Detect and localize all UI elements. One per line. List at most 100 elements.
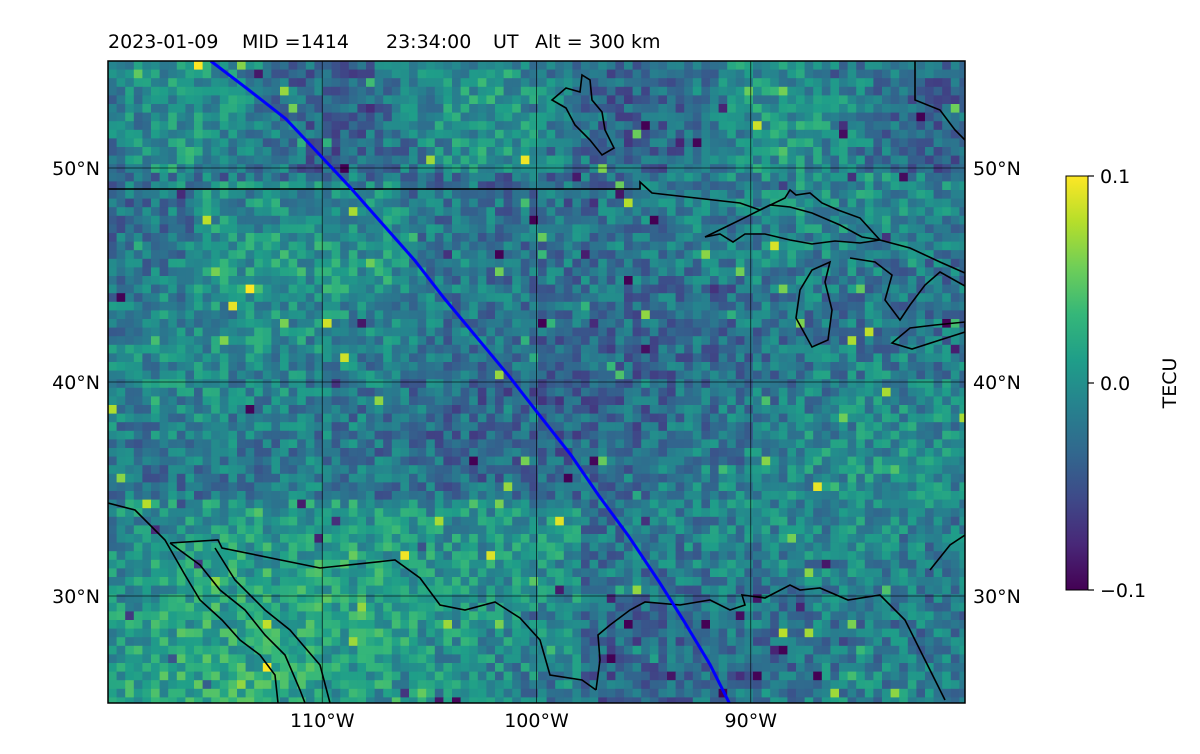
heatmap-cell: [185, 61, 195, 71]
heatmap-cell: [151, 207, 161, 217]
heatmap-cell: [959, 387, 965, 397]
heatmap-cell: [348, 327, 358, 337]
heatmap-cell: [882, 344, 892, 354]
heatmap-cell: [813, 396, 823, 406]
heatmap-cell: [176, 86, 186, 96]
heatmap-cell: [495, 164, 505, 174]
heatmap-cell: [916, 181, 926, 191]
heatmap-cell: [426, 190, 436, 200]
heatmap-cell: [142, 448, 152, 458]
heatmap-cell: [391, 104, 401, 114]
heatmap-cell: [340, 327, 350, 337]
heatmap-cell: [925, 301, 935, 311]
heatmap-cell: [211, 86, 221, 96]
heatmap-cell: [546, 112, 556, 122]
heatmap-cell: [348, 250, 358, 260]
heatmap-cell: [864, 473, 874, 483]
heatmap-cell: [452, 473, 462, 483]
heatmap-cell: [546, 413, 556, 423]
heatmap-cell: [434, 215, 444, 225]
heatmap-cell: [701, 69, 711, 79]
heatmap-cell: [116, 301, 126, 311]
heatmap-cell: [400, 327, 410, 337]
heatmap-cell: [194, 405, 204, 415]
heatmap-cell: [460, 207, 470, 217]
heatmap-cell: [581, 422, 591, 432]
heatmap-cell: [374, 181, 384, 191]
heatmap-cell: [598, 181, 608, 191]
heatmap-cell: [916, 95, 926, 105]
heatmap-cell: [813, 448, 823, 458]
heatmap-cell: [340, 86, 350, 96]
heatmap-cell: [271, 190, 281, 200]
heatmap-cell: [314, 61, 324, 71]
heatmap-cell: [916, 224, 926, 234]
heatmap-cell: [538, 473, 548, 483]
heatmap-cell: [959, 190, 965, 200]
heatmap-cell: [383, 344, 393, 354]
heatmap-cell: [116, 233, 126, 243]
heatmap-cell: [727, 86, 737, 96]
heatmap-cell: [142, 439, 152, 449]
heatmap-cell: [503, 448, 513, 458]
heatmap-cell: [142, 319, 152, 329]
heatmap-cell: [753, 310, 763, 320]
heatmap-cell: [176, 241, 186, 251]
heatmap-cell: [254, 181, 264, 191]
heatmap-cell: [477, 104, 487, 114]
heatmap-cell: [202, 215, 212, 225]
heatmap-cell: [890, 172, 900, 182]
heatmap-cell: [357, 147, 367, 157]
heatmap-cell: [280, 456, 290, 466]
heatmap-cell: [555, 86, 565, 96]
heatmap-cell: [538, 284, 548, 294]
heatmap-cell: [194, 198, 204, 208]
heatmap-cell: [778, 138, 788, 148]
heatmap-cell: [796, 336, 806, 346]
heatmap-cell: [761, 104, 771, 114]
heatmap-cell: [460, 456, 470, 466]
heatmap-cell: [228, 61, 238, 71]
heatmap-cell: [572, 155, 582, 165]
heatmap-cell: [563, 181, 573, 191]
heatmap-cell: [727, 327, 737, 337]
heatmap-cell: [641, 405, 651, 415]
heatmap-cell: [839, 319, 849, 329]
heatmap-cell: [598, 233, 608, 243]
heatmap-cell: [520, 224, 530, 234]
heatmap-cell: [856, 387, 866, 397]
heatmap-cell: [219, 250, 229, 260]
heatmap-cell: [856, 482, 866, 492]
heatmap-cell: [417, 310, 427, 320]
heatmap-cell: [830, 301, 840, 311]
heatmap-cell: [443, 430, 453, 440]
heatmap-cell: [271, 448, 281, 458]
heatmap-cell: [933, 387, 943, 397]
heatmap-cell: [417, 379, 427, 389]
heatmap-cell: [624, 293, 634, 303]
heatmap-cell: [839, 112, 849, 122]
heatmap-cell: [847, 258, 857, 268]
heatmap-cell: [649, 370, 659, 380]
heatmap-cell: [916, 422, 926, 432]
heatmap-cell: [426, 310, 436, 320]
heatmap-cell: [753, 456, 763, 466]
heatmap-cell: [804, 69, 814, 79]
heatmap-cell: [125, 422, 135, 432]
heatmap-cell: [288, 284, 298, 294]
heatmap-cell: [331, 207, 341, 217]
heatmap-cell: [718, 69, 728, 79]
heatmap-cell: [400, 310, 410, 320]
heatmap-cell: [503, 293, 513, 303]
heatmap-cell: [262, 172, 272, 182]
heatmap-cell: [331, 155, 341, 165]
heatmap-cell: [538, 301, 548, 311]
heatmap-cell: [288, 293, 298, 303]
heatmap-cell: [658, 164, 668, 174]
heatmap-cell: [288, 430, 298, 440]
heatmap-cell: [391, 473, 401, 483]
heatmap-cell: [185, 482, 195, 492]
heatmap-cell: [942, 147, 952, 157]
heatmap-cell: [202, 387, 212, 397]
heatmap-cell: [254, 215, 264, 225]
